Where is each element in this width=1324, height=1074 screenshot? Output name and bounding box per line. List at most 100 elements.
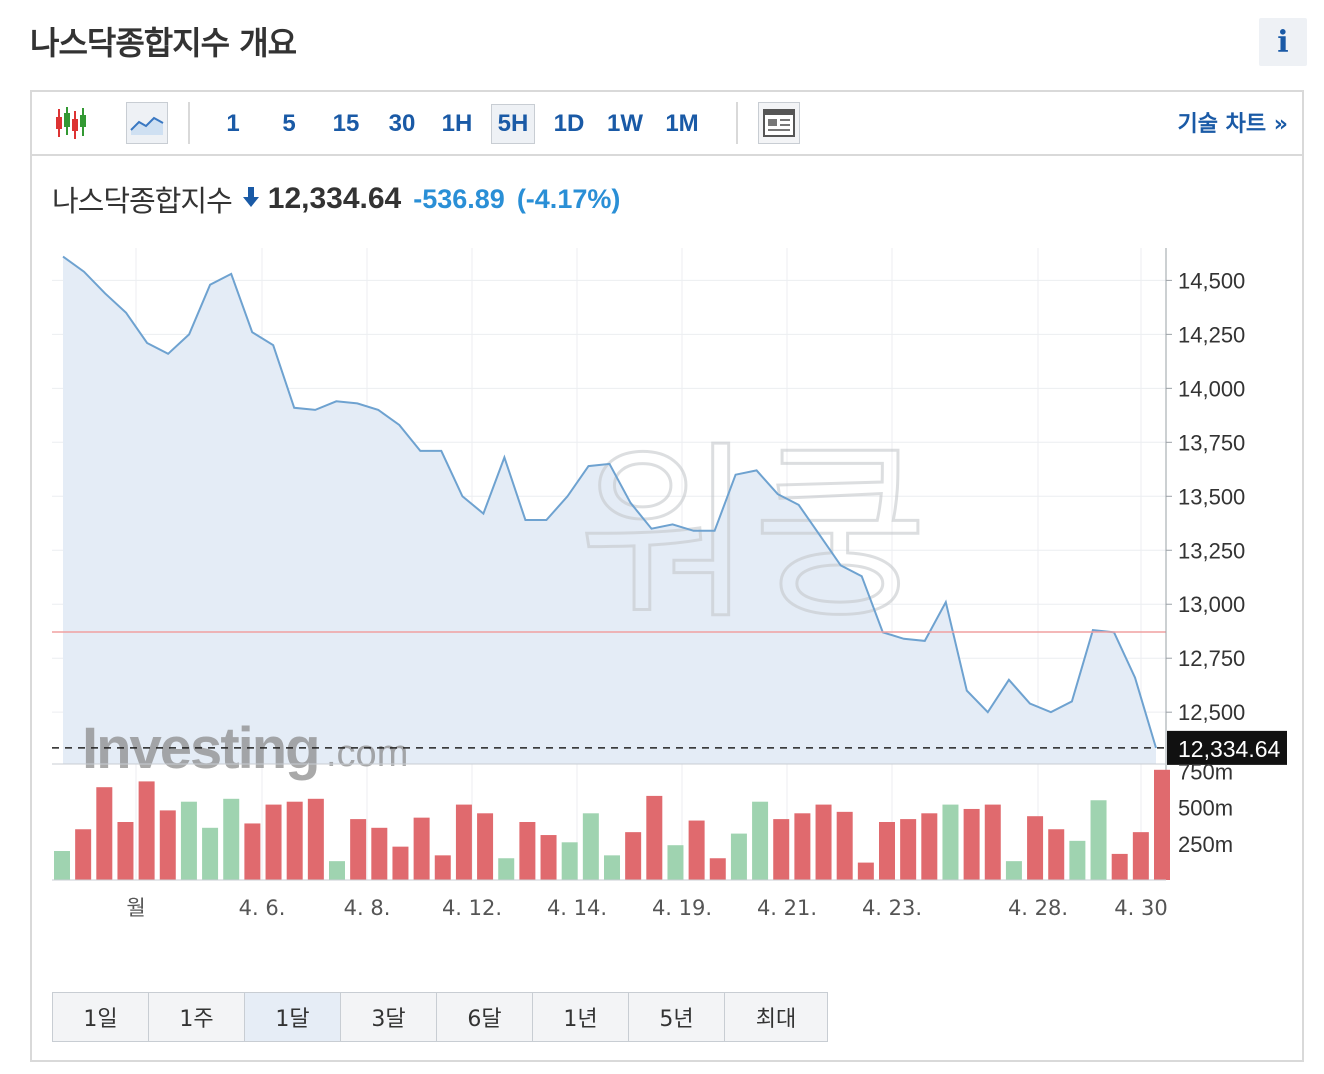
x-tick-label: 4. 23. <box>862 896 922 920</box>
volume-bar <box>540 835 557 880</box>
y-tick-label: 13,500 <box>1178 484 1245 509</box>
volume-bar <box>244 823 261 880</box>
volume-bar <box>307 798 324 880</box>
volume-bar <box>1048 829 1065 880</box>
x-tick-label: 4. 21. <box>757 896 817 920</box>
volume-bar <box>667 845 684 880</box>
x-tick-label: 4. 30 <box>1114 896 1167 920</box>
x-tick-label: 4. 12. <box>442 896 502 920</box>
volume-bar <box>879 822 895 880</box>
x-tick-label: 4. 14. <box>547 896 607 920</box>
volume-bar <box>413 817 430 880</box>
y-tick-label: 13,750 <box>1178 430 1245 455</box>
volume-bar <box>138 781 155 880</box>
y-tick-label: 14,250 <box>1178 322 1245 347</box>
volume-bar <box>265 804 282 880</box>
volume-bar <box>371 827 388 880</box>
volume-bar <box>836 811 853 880</box>
volume-bar <box>477 813 494 880</box>
volume-bar <box>604 855 620 880</box>
volume-bar <box>96 787 113 880</box>
investing-watermark-suffix: .com <box>326 733 408 775</box>
y-tick-label: 13,250 <box>1178 538 1245 563</box>
volume-bar <box>54 851 70 880</box>
x-tick-label: 4. 8. <box>344 896 391 920</box>
volume-bar <box>350 819 367 880</box>
quote-header: 나스닥종합지수 12,334.64 -536.89 (-4.17%) <box>52 178 620 220</box>
volume-bar <box>625 832 642 880</box>
timeframe-1d[interactable]: 1D <box>553 110 585 137</box>
volume-bar <box>815 804 832 880</box>
x-tick-label: 월 <box>126 896 145 920</box>
last-price: 12,334.64 <box>267 182 402 215</box>
volume-bar <box>1005 861 1022 880</box>
volume-bar <box>921 813 938 880</box>
volume-bar <box>1027 816 1044 880</box>
range-1-year[interactable]: 1년 <box>533 993 629 1041</box>
volume-bar <box>159 810 176 880</box>
volume-bar <box>646 795 663 880</box>
toolbar-divider <box>188 102 190 144</box>
timeframe-5h[interactable]: 5H <box>491 104 535 144</box>
volume-bar <box>1090 800 1107 880</box>
price-line <box>62 255 1157 749</box>
volume-bar <box>392 846 409 880</box>
x-tick-label: 4. 6. <box>239 896 286 920</box>
y-tick-label: 13,000 <box>1178 592 1245 617</box>
volume-bar <box>286 801 303 880</box>
x-tick-label: 4. 28. <box>1008 896 1068 920</box>
chart-toolbar: 1 5 15 30 1H 5H 1D 1W 1M 기술 차트 » <box>32 92 1302 156</box>
range-6-months[interactable]: 6달 <box>437 993 533 1041</box>
volume-bar <box>773 819 790 880</box>
volume-bar <box>857 862 874 880</box>
range-5-years[interactable]: 5년 <box>629 993 725 1041</box>
range-1-day[interactable]: 1일 <box>53 993 149 1041</box>
range-1-month[interactable]: 1달 <box>245 993 341 1041</box>
timeframe-1m[interactable]: 1M <box>665 110 699 137</box>
price-change: -536.89 <box>413 183 505 214</box>
volume-tick-label: 750m <box>1178 759 1233 784</box>
price-change-percent: (-4.17%) <box>516 183 621 214</box>
volume-bar <box>1154 769 1170 880</box>
volume-bar <box>984 804 1001 880</box>
info-button[interactable]: i <box>1259 18 1307 66</box>
chart-panel: 1 5 15 30 1H 5H 1D 1W 1M 기술 차트 » 나스닥종합지수… <box>30 90 1304 1062</box>
volume-bar <box>75 829 92 880</box>
page-title: 나스닥종합지수 개요 <box>30 24 297 62</box>
area-chart-icon[interactable] <box>126 102 168 144</box>
technical-chart-link[interactable]: 기술 차트 » <box>1177 112 1289 137</box>
volume-bar <box>1111 853 1128 880</box>
volume-bar <box>117 822 134 880</box>
panel-layout-icon[interactable] <box>758 102 800 144</box>
last-price-label: 12,334.64 <box>1178 736 1281 762</box>
volume-bar <box>688 820 705 880</box>
down-arrow-icon <box>242 186 260 212</box>
volume-bar <box>752 801 769 880</box>
volume-bar <box>794 813 811 880</box>
volume-bar <box>561 842 578 880</box>
candlestick-icon[interactable] <box>50 102 92 144</box>
volume-bar <box>455 804 472 880</box>
timeframe-15[interactable]: 15 <box>332 110 360 137</box>
volume-bar <box>223 798 240 880</box>
timeframe-1[interactable]: 1 <box>226 110 240 137</box>
volume-bar <box>942 804 959 880</box>
range-max[interactable]: 최대 <box>725 993 827 1041</box>
volume-tick-label: 250m <box>1178 832 1233 857</box>
timeframe-30[interactable]: 30 <box>388 110 416 137</box>
volume-bar <box>963 808 980 880</box>
volume-bar <box>582 813 599 880</box>
range-1-week[interactable]: 1주 <box>149 993 245 1041</box>
volume-bar <box>202 827 219 880</box>
volume-bar <box>730 833 747 880</box>
volume-bar <box>519 822 536 880</box>
volume-bar <box>709 858 726 880</box>
timeframe-1h[interactable]: 1H <box>441 110 473 137</box>
volume-bar <box>498 858 515 880</box>
volume-bar <box>434 855 451 880</box>
timeframe-5[interactable]: 5 <box>282 110 296 137</box>
volume-bar <box>1069 840 1086 880</box>
timeframe-1w[interactable]: 1W <box>607 110 643 137</box>
range-3-months[interactable]: 3달 <box>341 993 437 1041</box>
